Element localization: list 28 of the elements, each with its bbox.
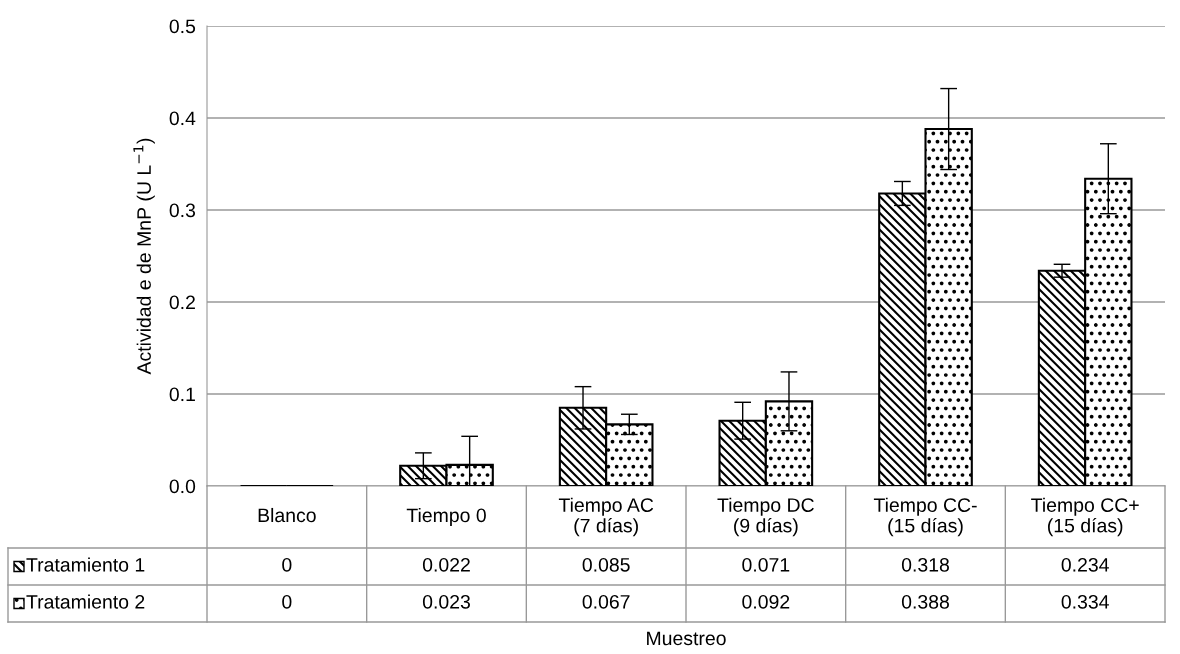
data-label: 0.318 [901,557,949,572]
data-label: 0.071 [742,557,790,572]
data-label: 0.022 [422,557,470,572]
data-label: 0 [282,557,292,572]
data-label: 0.067 [582,594,630,609]
data-label: 0.085 [582,557,630,572]
data-label: 0.092 [742,594,790,609]
y-tick-label: 0.5 [169,19,196,34]
x-tick-label: Tiempo CC+ (15 días) [1031,497,1139,537]
y-tick-label: 0.2 [169,295,195,310]
y-tick-label: 0.4 [169,111,196,126]
y-tick-label: 0.0 [169,479,196,494]
y-axis-title: Actividad e de MnP (U L$^{−1}$) [133,138,155,375]
data-label: 0 [282,594,292,609]
legend-label: Tratamiento 2 [26,594,145,609]
x-tick-label: Blanco [258,507,316,523]
y-tick-label: 0.3 [169,203,196,218]
y-tick-label: 0.1 [169,387,195,402]
legend-label: Tratamiento 1 [26,557,145,572]
data-label: 0.234 [1061,557,1109,572]
x-tick-label: Tiempo AC (7 días) [558,497,654,537]
x-axis-title: Muestreo [647,631,726,646]
data-label: 0.023 [422,594,470,609]
x-tick-label: Tiempo DC (9 días) [717,497,814,537]
data-label: 0.388 [901,594,949,609]
data-label: 0.334 [1061,594,1109,609]
x-tick-label: Tiempo 0 [406,507,486,527]
x-tick-label: Tiempo CC- (15 días) [873,497,977,537]
